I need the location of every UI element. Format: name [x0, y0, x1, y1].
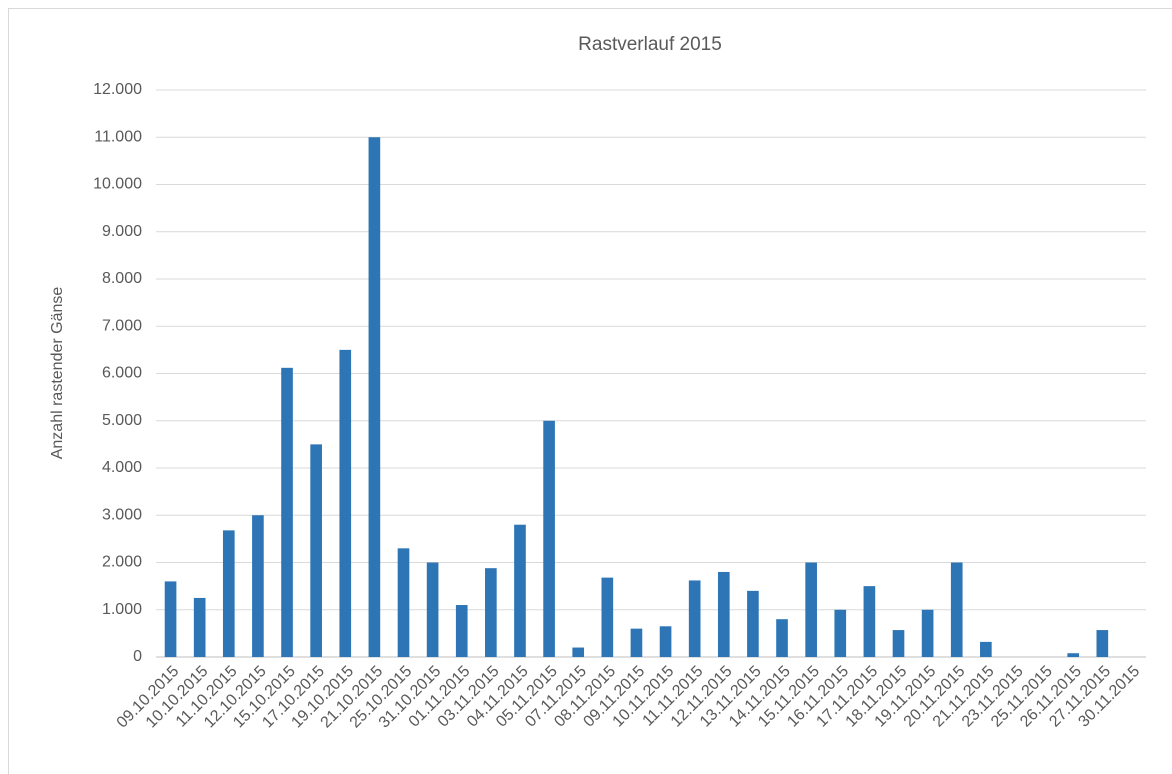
bar	[164, 581, 177, 657]
bar	[455, 605, 468, 657]
bar	[1067, 653, 1080, 657]
y-tick-label: 2.000	[102, 554, 142, 571]
y-tick-label: 3.000	[102, 506, 142, 523]
bar	[514, 524, 526, 657]
bar	[950, 562, 963, 657]
y-tick-label: 6.000	[102, 365, 142, 382]
bar	[572, 647, 585, 657]
bar	[921, 609, 934, 657]
bar	[630, 628, 643, 657]
bar	[805, 562, 817, 657]
bar	[688, 580, 701, 657]
bar	[747, 590, 759, 657]
bar	[980, 641, 992, 657]
y-tick-label: 10.000	[93, 176, 142, 193]
bar	[368, 137, 381, 657]
bar	[281, 367, 293, 657]
y-tick-label: 0	[133, 648, 142, 665]
bar	[426, 562, 439, 657]
bar	[1096, 630, 1109, 657]
bar	[543, 420, 555, 657]
y-tick-label: 11.000	[94, 128, 142, 145]
bar	[222, 530, 235, 657]
bar	[397, 548, 410, 657]
bar	[601, 577, 614, 657]
y-tick-label: 12.000	[93, 81, 142, 98]
bar	[252, 515, 264, 657]
y-tick-label: 8.000	[102, 270, 142, 287]
bar	[193, 597, 206, 657]
bar	[659, 626, 672, 657]
y-tick-label: 4.000	[102, 459, 142, 476]
y-axis-label: Anzahl rastender Gänse	[49, 287, 66, 460]
y-tick-label: 5.000	[102, 412, 142, 429]
y-tick-label: 7.000	[102, 317, 142, 334]
bar	[863, 586, 876, 657]
bar	[485, 568, 497, 657]
y-tick-label: 9.000	[102, 223, 142, 240]
chart-frame	[8, 8, 1172, 774]
chart-title: Rastverlauf 2015	[578, 34, 722, 55]
bar	[834, 609, 847, 657]
bar	[717, 571, 730, 657]
y-tick-label: 1.000	[102, 601, 142, 618]
bar	[892, 630, 905, 657]
bar	[776, 619, 788, 657]
bar	[339, 349, 352, 657]
bar	[310, 444, 322, 657]
